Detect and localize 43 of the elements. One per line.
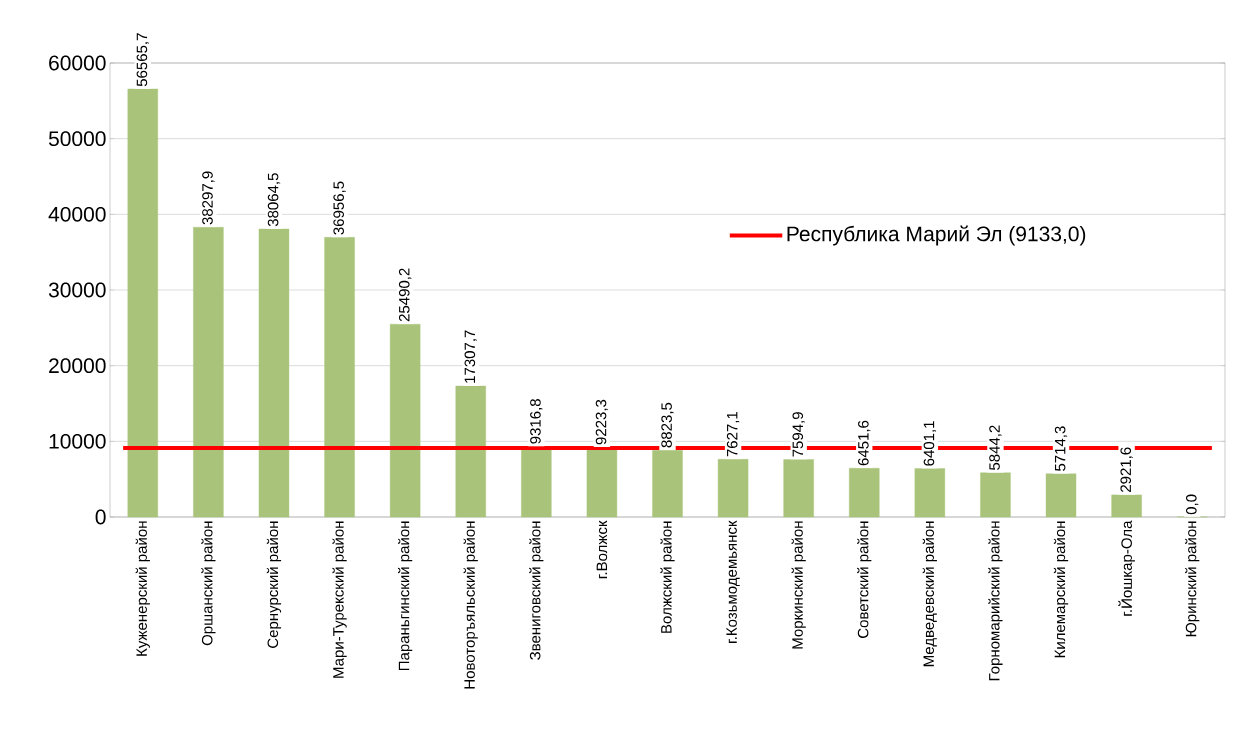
y-tick-label: 0 bbox=[95, 509, 106, 525]
data-label: 17307,7 bbox=[464, 330, 477, 383]
data-label: 2921,6 bbox=[1120, 447, 1133, 492]
x-tick-label: Медведевский район bbox=[922, 521, 937, 667]
x-tick-label: Куженерский район bbox=[135, 521, 150, 656]
data-label: 36956,5 bbox=[333, 181, 346, 235]
x-tick-label: Звениговский район bbox=[529, 521, 544, 660]
x-tick-label: Килемарский район bbox=[1053, 521, 1069, 658]
x-tick-label: Волжский район bbox=[660, 521, 675, 633]
bar bbox=[1111, 494, 1142, 518]
data-label: 38297,9 bbox=[202, 171, 215, 225]
data-label: 25490,2 bbox=[398, 268, 412, 322]
legend-label: Республика Марий Эл (9133,0) bbox=[787, 225, 1086, 246]
x-tick-label: Горномарийский район bbox=[988, 521, 1003, 681]
y-tick-label: 30000 bbox=[48, 282, 106, 298]
data-label: 8823,5 bbox=[661, 402, 674, 448]
y-tick-label: 20000 bbox=[49, 358, 106, 374]
x-tick-label: Сернурский район bbox=[266, 521, 282, 648]
data-label: 56565,7 bbox=[136, 33, 149, 87]
y-tick-label: 10000 bbox=[49, 433, 106, 449]
x-tick-label: Советский район bbox=[857, 521, 872, 638]
x-tick-label: Моркинский район bbox=[791, 521, 806, 649]
data-label: 38064,5 bbox=[267, 173, 281, 227]
data-label: 9223,3 bbox=[595, 399, 609, 445]
x-tick-label: Параньгинский район bbox=[398, 521, 413, 671]
data-label: 5844,2 bbox=[989, 425, 1002, 470]
x-tick-label: г.Волжск bbox=[596, 520, 608, 579]
y-tick-label: 60000 bbox=[49, 55, 106, 71]
data-label: 0,0 bbox=[1186, 494, 1199, 515]
data-label: 7594,9 bbox=[792, 412, 805, 457]
data-label: 6401,1 bbox=[923, 421, 937, 466]
x-tick-label: Мари-Турекский район bbox=[332, 521, 347, 678]
data-label: 6451,6 bbox=[858, 420, 871, 466]
y-tick-label: 50000 bbox=[48, 131, 106, 147]
data-label: 5714,3 bbox=[1054, 426, 1068, 471]
x-tick-label: г.Йошкар-Ола bbox=[1118, 520, 1135, 616]
y-tick-label: 40000 bbox=[48, 206, 106, 222]
x-tick-label: г.Козьмодемьянск bbox=[726, 520, 740, 643]
data-label: 9316,8 bbox=[530, 399, 543, 444]
x-tick-label: Оршанский район bbox=[201, 521, 216, 646]
data-label: 7627,1 bbox=[726, 411, 740, 457]
x-tick-label: Новоторъяльский район bbox=[463, 521, 478, 689]
x-tick-label: Юринский район bbox=[1185, 521, 1200, 637]
